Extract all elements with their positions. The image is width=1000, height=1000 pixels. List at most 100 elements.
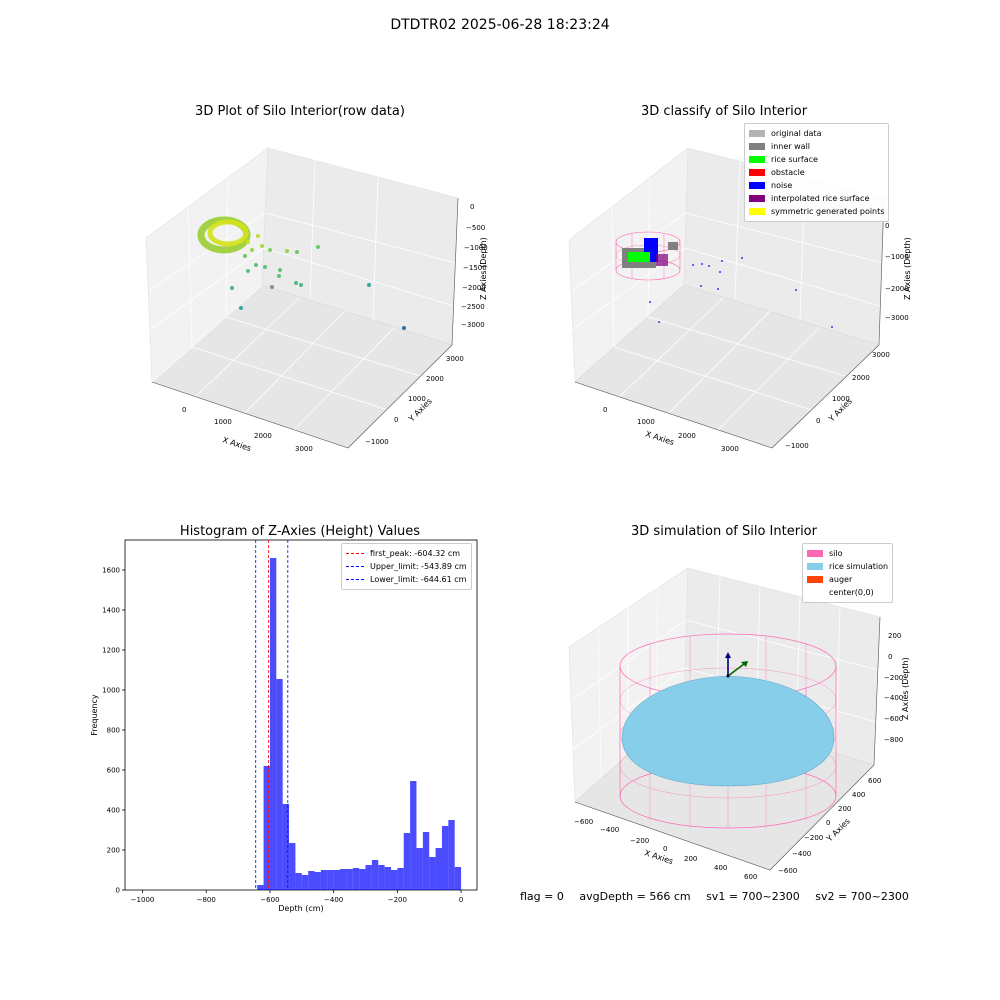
- histogram-axes: −1000 −800 −600 −400 −200 0 0 200 400 600 800 1000…: [90, 539, 478, 913]
- raw-ztick-5: −2500: [461, 303, 485, 311]
- classify-ytick-1: 2000: [852, 374, 870, 382]
- histogram-yticks: 0 200 400 600 800 1000 1200 1400 1600: [102, 567, 125, 895]
- classify-grid: [571, 159, 883, 435]
- legend-item-auger: auger: [807, 573, 888, 586]
- simulation-xtick-6: 600: [744, 873, 757, 881]
- classify-xlabel: X Axies: [644, 429, 675, 447]
- histogram-bars: [257, 558, 462, 890]
- sv1-text: sv1 = 700~2300: [706, 890, 800, 903]
- histogram-lines: [255, 540, 289, 890]
- histogram-xlabel: Depth (cm): [278, 904, 323, 913]
- histogram-legend: first_peak: -604.32 cm Upper_limit: -543…: [341, 543, 472, 590]
- classify-point-cloud: [615, 231, 833, 328]
- histogram-bar: [276, 679, 283, 890]
- histogram-bar: [410, 781, 417, 890]
- classify-zlabel: Z Axies (Depth): [903, 237, 912, 300]
- raw-zlabel: Z Axies (Depth): [479, 237, 488, 300]
- histogram-ytick-label: 1400: [102, 607, 120, 615]
- legend-item-rice-simulation: rice simulation: [807, 560, 888, 573]
- histogram-xtick-label: 0: [459, 896, 463, 904]
- histogram-bar: [397, 868, 404, 890]
- classify-xtick-2: 2000: [678, 432, 696, 440]
- classify-ztick-2: −2000: [885, 285, 909, 293]
- classify-xtick-3: 3000: [721, 445, 739, 453]
- simulation-xtick-0: −600: [574, 818, 593, 826]
- histogram-bar: [320, 870, 328, 890]
- simulation-ytick-2: 200: [838, 805, 851, 813]
- raw-xtick-1: 1000: [214, 418, 232, 426]
- classify-xtick-1: 1000: [637, 418, 655, 426]
- histogram-bar: [333, 870, 341, 890]
- histogram-bar: [422, 832, 430, 890]
- histogram-ylabel: Frequency: [90, 694, 99, 736]
- simulation-ytick-6: −600: [778, 867, 797, 875]
- legend-item-noise: noise: [749, 179, 884, 192]
- histogram-bar: [308, 871, 315, 890]
- flag-text: flag = 0: [520, 890, 564, 903]
- simulation-xtick-2: −200: [630, 837, 649, 845]
- legend-item-interpolated: interpolated rice surface: [749, 192, 884, 205]
- classify-ztick-3: −3000: [885, 314, 909, 322]
- histogram-bar: [327, 870, 334, 890]
- raw-ytick-4: −1000: [365, 438, 389, 446]
- simulation-xtick-3: 0: [663, 845, 667, 853]
- simulation-ztick-2: −200: [884, 674, 903, 682]
- histogram-title: Histogram of Z-Axies (Height) Values: [179, 524, 421, 539]
- histogram-ytick-label: 1000: [102, 687, 120, 695]
- raw-ytick-3: 0: [394, 416, 398, 424]
- histogram-bar: [429, 857, 436, 890]
- classify-legend: original data inner wall rice surface ob…: [744, 123, 890, 222]
- raw-plot-title: 3D Plot of Silo Interior(row data): [195, 104, 405, 119]
- histogram-bar: [346, 869, 353, 890]
- simulation-ztick-4: −600: [884, 715, 903, 723]
- simulation-zlabel: Z Axies (Depth): [901, 657, 910, 720]
- classify-xtick-0: 0: [603, 406, 607, 414]
- histogram-bar: [403, 833, 411, 890]
- legend-item-inner-wall: inner wall: [749, 140, 884, 153]
- histogram-bar: [448, 820, 455, 890]
- simulation-ytick-5: −400: [792, 850, 811, 858]
- histogram-ytick-label: 1600: [102, 567, 120, 575]
- avg-depth-text: avgDepth = 566 cm: [579, 890, 691, 903]
- classify-ytick-0: 3000: [872, 351, 890, 359]
- simulation-ytick-0: 600: [868, 777, 881, 785]
- figure-title: DTDTR02 2025-06-28 18:23:24: [390, 17, 610, 33]
- simulation-ztick-3: −400: [884, 694, 903, 702]
- histogram-bar: [378, 865, 385, 890]
- histogram-bar: [340, 869, 347, 890]
- histogram-bar: [384, 867, 391, 890]
- sv2-text: sv2 = 700~2300: [815, 890, 909, 903]
- simulation-ztick-1: 0: [888, 653, 892, 661]
- classify-ztick-1: −1000: [885, 253, 909, 261]
- raw-ztick-1: −500: [466, 224, 485, 232]
- raw-ztick-3: −1500: [463, 264, 487, 272]
- histogram-ytick-label: 400: [107, 807, 120, 815]
- histogram-xtick-label: −1000: [131, 896, 155, 904]
- legend-item-first-peak: first_peak: -604.32 cm: [346, 547, 467, 560]
- simulation-ytick-1: 400: [852, 791, 865, 799]
- histogram-bar: [390, 870, 398, 890]
- status-footer: flag = 0 avgDepth = 566 cm sv1 = 700~230…: [520, 890, 921, 903]
- histogram-bar: [352, 868, 360, 890]
- histogram-ytick-label: 0: [116, 887, 120, 895]
- raw-ytick-0: 3000: [446, 355, 464, 363]
- simulation-xlabel: X Axies: [643, 848, 674, 866]
- raw-ytick-1: 2000: [426, 375, 444, 383]
- raw-3d-axes: 0 1000 2000 3000 X Axies 3000 2000 1000 …: [145, 147, 488, 453]
- raw-grid: [149, 159, 457, 435]
- histogram-bar: [295, 873, 302, 890]
- raw-xtick-3: 3000: [295, 445, 313, 453]
- raw-xtick-0: 0: [182, 406, 186, 414]
- classify-ytick-4: −1000: [785, 442, 809, 450]
- histogram-bar: [269, 558, 277, 890]
- histogram-xtick-label: −800: [197, 896, 216, 904]
- simulation-3d-axes: −600 −400 −200 0 200 400 600 X Axies 600…: [568, 567, 910, 881]
- legend-item-upper-limit: Upper_limit: -543.89 cm: [346, 560, 467, 573]
- histogram-bar: [371, 860, 379, 890]
- histogram-xtick-label: −200: [388, 896, 407, 904]
- raw-ztick-0: 0: [470, 203, 474, 211]
- histogram-bar: [314, 872, 321, 890]
- classify-ytick-3: 0: [816, 417, 820, 425]
- raw-ztick-6: −3000: [461, 321, 485, 329]
- histogram-bar: [257, 885, 264, 890]
